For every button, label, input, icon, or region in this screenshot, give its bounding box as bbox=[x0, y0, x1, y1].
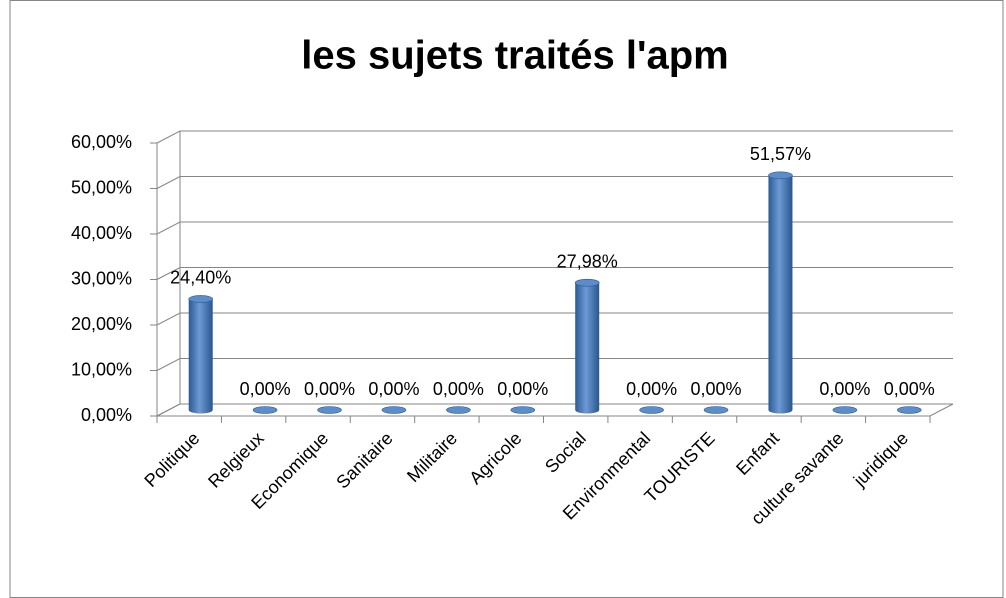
bar-top bbox=[446, 406, 471, 414]
bar-body bbox=[188, 298, 213, 414]
y-tick-label: 40,00% bbox=[71, 223, 132, 243]
y-tick-label: 60,00% bbox=[71, 132, 132, 152]
data-label: 0,00% bbox=[368, 379, 419, 399]
bar-body bbox=[575, 282, 600, 414]
grid-line bbox=[156, 403, 953, 417]
bar bbox=[639, 406, 664, 414]
y-tick-label: 10,00% bbox=[71, 359, 132, 379]
grid-line bbox=[156, 267, 953, 280]
bar bbox=[252, 406, 278, 414]
bar-top bbox=[188, 295, 214, 303]
bar-top bbox=[510, 406, 536, 414]
bar-top bbox=[703, 406, 729, 414]
chart-title: les sujets traités l'apm bbox=[301, 34, 728, 78]
grid-line bbox=[156, 358, 953, 371]
bar bbox=[574, 278, 600, 414]
data-label: 0,00% bbox=[240, 379, 291, 399]
bar bbox=[446, 406, 471, 414]
grid-line bbox=[156, 176, 953, 189]
data-label: 0,00% bbox=[433, 379, 484, 399]
bar bbox=[510, 406, 536, 414]
data-label: 0,00% bbox=[304, 379, 355, 399]
bar bbox=[317, 406, 342, 414]
grid-line bbox=[156, 130, 953, 144]
data-label: 0,00% bbox=[819, 379, 870, 399]
data-label: 51,57% bbox=[750, 144, 811, 164]
chart-frame bbox=[9, 0, 1004, 598]
bar-top bbox=[639, 406, 664, 414]
y-tick-label: 20,00% bbox=[71, 314, 132, 334]
data-label: 0,00% bbox=[691, 379, 742, 399]
bar-top bbox=[381, 406, 407, 414]
bar bbox=[768, 171, 793, 414]
grid-line bbox=[156, 221, 953, 235]
bar bbox=[896, 406, 922, 414]
bar-top bbox=[768, 171, 793, 180]
bar bbox=[188, 295, 214, 414]
y-tick-label: 0,00% bbox=[81, 405, 132, 425]
bar-top bbox=[832, 406, 858, 414]
grid-line bbox=[156, 312, 953, 326]
bar-top bbox=[252, 406, 278, 414]
bar-top bbox=[574, 278, 600, 287]
data-label: 0,00% bbox=[626, 379, 677, 399]
bar-top bbox=[317, 406, 342, 414]
data-label: 27,98% bbox=[557, 251, 618, 271]
bar bbox=[381, 406, 407, 414]
data-label: 24,40% bbox=[170, 268, 231, 288]
bar-top bbox=[896, 406, 922, 414]
data-label: 0,00% bbox=[497, 379, 548, 399]
data-label: 0,00% bbox=[884, 379, 935, 399]
y-tick-label: 30,00% bbox=[71, 268, 132, 288]
bar-body bbox=[768, 175, 793, 414]
bar bbox=[832, 406, 858, 414]
y-tick-label: 50,00% bbox=[71, 177, 132, 197]
bar bbox=[703, 406, 729, 414]
